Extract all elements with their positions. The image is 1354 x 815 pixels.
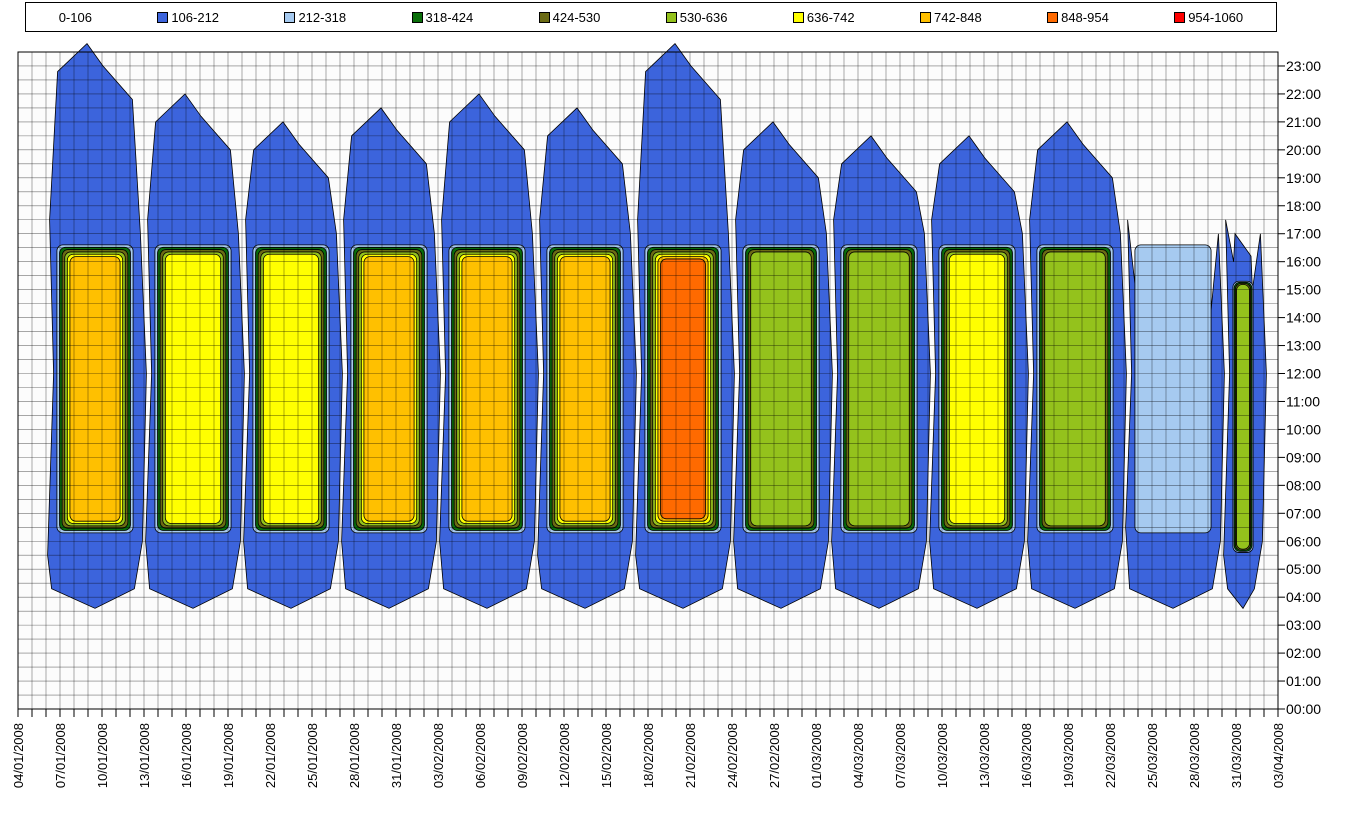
x-tick-label: 28/01/2008 [347, 723, 362, 788]
x-tick-label: 16/01/2008 [179, 723, 194, 788]
legend-label: 0-106 [58, 9, 92, 25]
contour-band [559, 256, 611, 522]
x-tick-label: 16/03/2008 [1019, 723, 1034, 788]
x-tick-label: 31/01/2008 [389, 723, 404, 788]
x-tick-label: 07/03/2008 [893, 723, 908, 788]
legend-label: 954-1060 [1188, 9, 1244, 25]
legend-label: 636-742 [806, 9, 855, 25]
contour-band [1134, 244, 1212, 534]
x-tick-label: 21/02/2008 [683, 723, 698, 788]
legend-label: 530-636 [679, 9, 728, 25]
y-tick-label: 08:00 [1286, 477, 1321, 493]
y-tick-label: 22:00 [1286, 86, 1321, 102]
y-tick-label: 12:00 [1286, 366, 1321, 382]
legend-swatch [1047, 11, 1059, 23]
x-tick-label: 19/01/2008 [221, 723, 236, 788]
y-tick-label: 05:00 [1286, 561, 1321, 577]
legend-label: 106-212 [171, 9, 220, 25]
legend-item: 106-212 [157, 10, 219, 25]
x-tick-label: 03/04/2008 [1271, 723, 1286, 788]
legend-swatch [1174, 11, 1186, 23]
contour-band [164, 253, 222, 524]
legend-item: 0-106 [59, 10, 92, 25]
x-tick-label: 18/02/2008 [641, 723, 656, 788]
y-tick-label: 15:00 [1286, 282, 1321, 298]
y-tick-label: 19:00 [1286, 170, 1321, 186]
legend-item: 212-318 [284, 10, 346, 25]
legend-item: 424-530 [538, 9, 601, 25]
legend-label: 742-848 [933, 9, 982, 25]
x-tick-label: 13/01/2008 [137, 723, 152, 788]
legend-swatch [792, 11, 804, 23]
x-tick-label: 01/03/2008 [809, 723, 824, 788]
y-tick-label: 18:00 [1286, 198, 1321, 214]
legend-swatch [538, 11, 550, 23]
y-tick-label: 02:00 [1286, 645, 1321, 661]
legend-item: 636-742 [792, 9, 855, 25]
y-tick-label: 01:00 [1286, 673, 1321, 689]
y-tick-label: 16:00 [1286, 254, 1321, 270]
y-tick-label: 03:00 [1286, 617, 1321, 633]
x-tick-label: 22/03/2008 [1103, 723, 1118, 788]
x-tick-label: 03/02/2008 [431, 723, 446, 788]
y-tick-label: 21:00 [1286, 114, 1321, 130]
y-tick-label: 11:00 [1286, 393, 1320, 409]
x-tick-label: 10/01/2008 [95, 723, 110, 788]
y-tick-label: 06:00 [1286, 533, 1321, 549]
legend-label: 424-530 [552, 9, 601, 25]
contour-band [262, 253, 320, 524]
y-tick-label: 07:00 [1286, 505, 1321, 521]
legend-item: 954-1060 [1174, 10, 1243, 25]
x-tick-label: 24/02/2008 [725, 723, 740, 788]
y-tick-label: 00:00 [1286, 701, 1321, 717]
x-tick-label: 25/01/2008 [305, 723, 320, 788]
x-tick-label: 04/01/2008 [11, 723, 26, 788]
x-tick-label: 15/02/2008 [599, 723, 614, 788]
legend-item: 318-424 [411, 9, 474, 25]
x-tick-label: 04/03/2008 [851, 723, 866, 788]
x-tick-label: 25/03/2008 [1145, 723, 1160, 788]
chart-legend: 0-106 106-212 212-318 318-424 424-530 530-636… [25, 2, 1277, 32]
y-tick-label: 14:00 [1286, 310, 1321, 326]
x-tick-label: 10/03/2008 [935, 723, 950, 788]
legend-label: 848-954 [1061, 9, 1109, 25]
y-tick-label: 04:00 [1286, 589, 1321, 605]
x-tick-label: 07/01/2008 [53, 723, 68, 788]
x-tick-label: 31/03/2008 [1229, 723, 1244, 788]
legend-swatch [284, 11, 296, 23]
x-tick-label: 22/01/2008 [263, 723, 278, 788]
legend-label: 212-318 [298, 9, 347, 25]
y-tick-label: 20:00 [1286, 142, 1321, 158]
legend-label: 318-424 [425, 9, 474, 25]
x-tick-label: 06/02/2008 [473, 723, 488, 788]
contour-band [660, 258, 706, 520]
x-tick-label: 19/03/2008 [1061, 723, 1076, 788]
contour-band [363, 256, 415, 522]
legend-swatch [157, 11, 169, 23]
y-tick-label: 10:00 [1286, 421, 1321, 437]
contour-band [948, 253, 1006, 524]
x-tick-label: 27/02/2008 [767, 723, 782, 788]
contour-band [461, 256, 513, 522]
y-tick-label: 13:00 [1286, 338, 1321, 354]
legend-item: 742-848 [919, 9, 982, 25]
x-tick-label: 13/03/2008 [977, 723, 992, 788]
legend-swatch [919, 11, 931, 23]
y-tick-label: 23:00 [1286, 58, 1321, 74]
legend-item: 530-636 [665, 9, 728, 25]
y-tick-label: 09:00 [1286, 449, 1321, 465]
legend-swatch [665, 11, 677, 23]
legend-item: 848-954 [1047, 10, 1109, 25]
legend-swatch [411, 11, 423, 23]
x-tick-label: 09/02/2008 [515, 723, 530, 788]
x-tick-label: 28/03/2008 [1187, 723, 1202, 788]
contour-band [69, 256, 121, 522]
y-tick-label: 17:00 [1286, 226, 1321, 242]
contour-band [1236, 284, 1250, 550]
x-tick-label: 12/02/2008 [557, 723, 572, 788]
